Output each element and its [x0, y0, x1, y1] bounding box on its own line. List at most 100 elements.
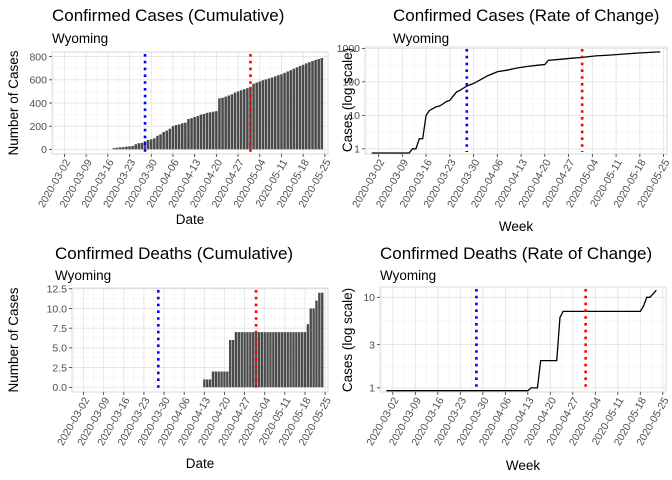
- bar: [249, 332, 252, 388]
- bar: [203, 379, 206, 388]
- bar: [308, 62, 311, 150]
- bar: [218, 98, 221, 150]
- y-tick-label: 10: [363, 292, 375, 304]
- bar: [125, 146, 128, 150]
- bar: [252, 332, 255, 388]
- y-tick-label: 5.0: [52, 343, 67, 355]
- x-axis-label: Week: [506, 458, 541, 473]
- bar: [131, 146, 134, 150]
- bar: [280, 332, 284, 388]
- bar: [258, 81, 262, 150]
- bar: [146, 139, 150, 150]
- chart-subtitle: Wyoming: [55, 268, 111, 283]
- bar: [112, 148, 116, 150]
- bar: [171, 126, 175, 150]
- bar: [221, 97, 224, 150]
- bar: [309, 308, 312, 388]
- grid: [380, 287, 666, 392]
- y-tick-label: 1000: [337, 43, 361, 55]
- line-series: [371, 51, 661, 154]
- bar: [257, 332, 261, 388]
- bar: [305, 63, 308, 150]
- chart-subtitle: Wyoming: [393, 31, 449, 46]
- bar: [280, 74, 283, 150]
- x-axis: 2020-03-022020-03-092020-03-162020-03-23…: [364, 392, 672, 448]
- bar: [283, 332, 287, 388]
- bar: [292, 68, 296, 150]
- bar: [274, 76, 277, 150]
- bar: [286, 71, 289, 150]
- chart-title: Confirmed Deaths (Cumulative): [55, 244, 293, 263]
- bar: [298, 332, 301, 388]
- bar: [177, 124, 181, 150]
- bar: [143, 141, 147, 150]
- x-axis: 2020-03-022020-03-092020-03-162020-03-23…: [36, 154, 334, 210]
- bar: [260, 332, 264, 388]
- bar: [162, 131, 165, 150]
- bar: [240, 332, 243, 388]
- bar: [220, 371, 223, 388]
- chart-title: Confirmed Cases (Cumulative): [52, 6, 284, 25]
- bar: [134, 144, 138, 150]
- bar: [196, 115, 200, 150]
- y-tick-label: 10: [348, 110, 360, 122]
- bar: [321, 292, 324, 388]
- bar: [301, 64, 305, 150]
- chart-title: Confirmed Cases (Rate of Change): [393, 6, 659, 25]
- y-tick-label: 100: [342, 77, 360, 89]
- bar: [289, 70, 293, 150]
- bar: [184, 122, 187, 150]
- bar: [224, 96, 227, 150]
- y-tick-label: 2.5: [52, 362, 67, 374]
- bar: [246, 88, 249, 150]
- bar: [270, 77, 274, 150]
- bars: [112, 58, 324, 150]
- y-tick-label: 200: [29, 121, 47, 133]
- bar: [156, 135, 159, 150]
- bar: [211, 371, 215, 388]
- bar: [234, 332, 238, 388]
- bar: [269, 332, 272, 388]
- bar: [261, 80, 265, 150]
- bar: [122, 147, 125, 150]
- bar: [230, 94, 234, 150]
- bar: [233, 92, 237, 150]
- bar: [252, 83, 255, 150]
- bar: [214, 371, 217, 388]
- bars: [203, 292, 324, 388]
- reference-lines: [475, 289, 587, 390]
- bar: [168, 128, 172, 150]
- bar: [159, 134, 162, 150]
- bar: [286, 332, 289, 388]
- bar: [320, 58, 324, 150]
- y-tick-label: 800: [29, 51, 47, 63]
- bar: [174, 125, 178, 150]
- y-tick-label: 1: [369, 383, 375, 395]
- bar: [229, 340, 232, 388]
- bar: [242, 89, 246, 150]
- bar: [206, 379, 209, 388]
- y-tick-label: 0: [41, 144, 47, 156]
- bar: [202, 114, 206, 150]
- bar: [295, 67, 299, 150]
- series-line: [371, 51, 661, 154]
- bar: [255, 82, 258, 150]
- plot-panel: [379, 286, 667, 393]
- bar: [237, 332, 241, 388]
- x-axis-label: Date: [176, 212, 205, 227]
- x-axis-label: Week: [499, 219, 534, 234]
- bar: [277, 75, 280, 150]
- bar: [208, 112, 212, 150]
- bar: [289, 332, 292, 388]
- y-tick-label: 10.0: [47, 303, 68, 315]
- y-axis-label: Cases (log scale): [340, 48, 355, 152]
- bar: [118, 147, 122, 150]
- y-axis: 1 10 100 1000: [337, 43, 365, 156]
- bar: [315, 300, 318, 388]
- panel-cases-cumulative: Confirmed Cases (Cumulative) Wyoming 020…: [6, 6, 334, 227]
- bar: [298, 65, 302, 150]
- y-axis: 0.0 2.5 5.0 7.5 10.0 12.5: [47, 284, 72, 394]
- bar: [249, 86, 252, 150]
- bar: [215, 111, 218, 150]
- bar: [137, 143, 141, 150]
